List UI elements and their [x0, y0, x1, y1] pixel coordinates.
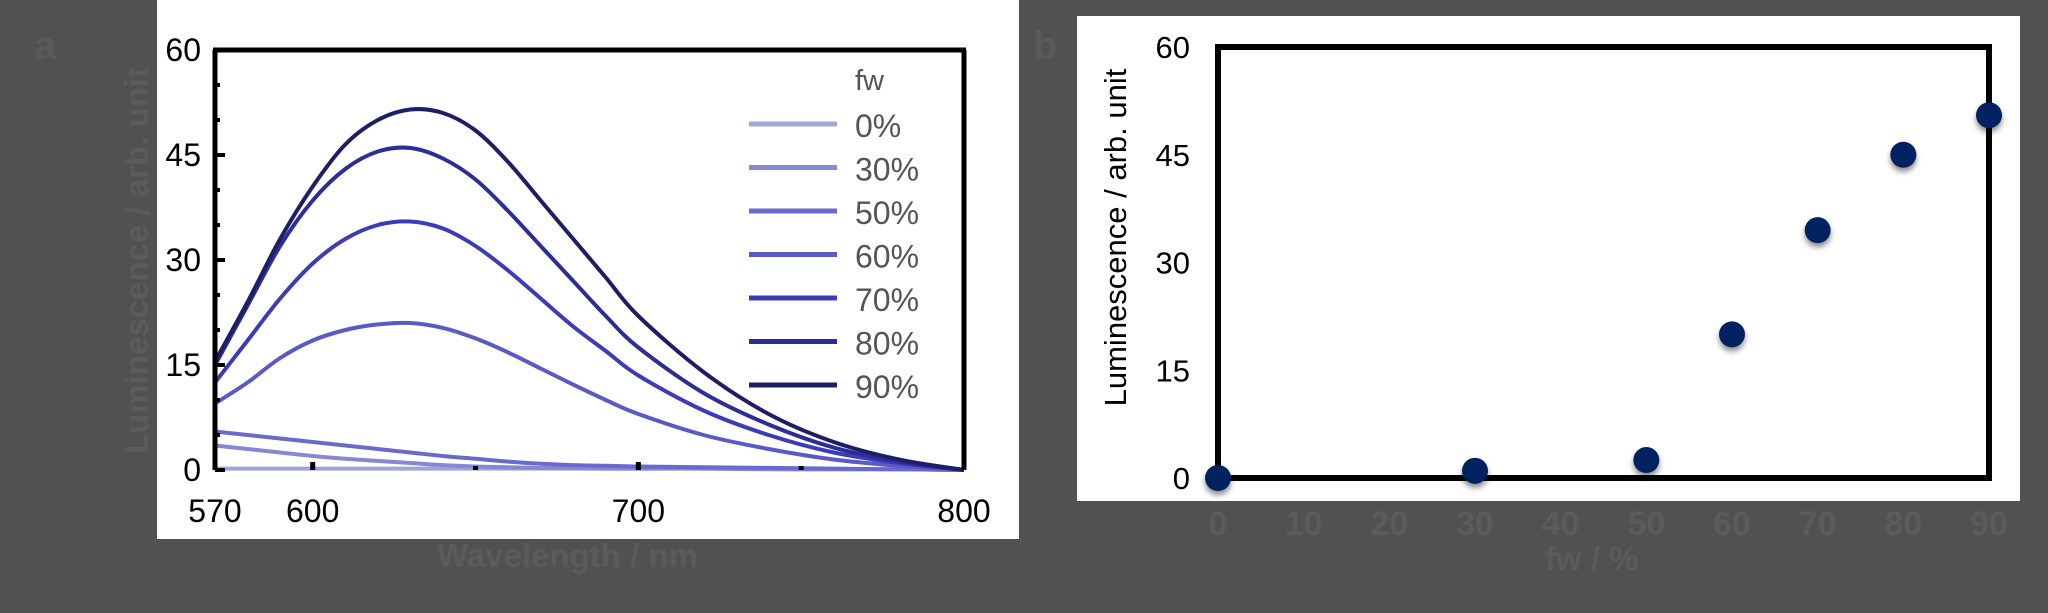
y-axis-label: Luminescence / arb. unit [1098, 68, 1133, 406]
y-tick-label: 0 [183, 452, 201, 488]
x-tick-label: 40 [1541, 505, 1580, 543]
legend-label: 80% [855, 326, 919, 362]
x-tick-label: 70 [1798, 505, 1837, 543]
x-tick-label: 60 [1713, 505, 1751, 543]
panel-b-xlabel: fw / % [1545, 540, 1639, 577]
y-tick-label: 60 [165, 32, 201, 68]
x-tick-label: 570 [188, 493, 241, 529]
y-tick-label: 15 [1156, 353, 1190, 388]
y-tick-label: 15 [165, 347, 201, 383]
legend-label: 60% [855, 239, 919, 275]
data-point [1804, 217, 1831, 244]
legend-title: fw [855, 65, 885, 97]
x-tick-label: 0 [1208, 505, 1228, 543]
x-tick-label: 30 [1456, 505, 1494, 543]
legend-label: 90% [855, 369, 919, 405]
spectrum-line-70pct [213, 219, 965, 472]
x-tick-label: 80 [1884, 505, 1923, 543]
data-point [1890, 141, 1917, 168]
y-tick-label: 30 [1156, 246, 1190, 281]
spectrum-line-80pct [213, 145, 965, 472]
spectrum-line-50pct [214, 429, 965, 472]
legend-label: 30% [855, 152, 919, 188]
panel-b-letter: b [1033, 24, 1058, 68]
panel-a-ylabel: Luminescence / arb. unit [118, 67, 155, 454]
x-tick-label: 50 [1627, 505, 1666, 543]
panel-a-chart: 0 15 30 45 60 570 600 700 800 fw 0% 30% 50% 60% 70% 80%… [157, 0, 1019, 539]
x-tick-label: 10 [1284, 505, 1323, 543]
data-point [1462, 457, 1488, 484]
legend-label: 50% [855, 195, 919, 231]
data-point [1719, 321, 1745, 348]
y-tick-label: 45 [1156, 138, 1190, 173]
y-tick-label: 30 [165, 242, 201, 278]
y-tick-label: 45 [165, 137, 201, 173]
x-tick-label: 800 [937, 493, 990, 529]
y-tick-label: 0 [1173, 461, 1190, 496]
spectrum-line-60pct [213, 320, 965, 472]
data-point [1633, 447, 1660, 474]
x-tick-label: 700 [612, 493, 665, 529]
x-tick-label: 90 [1970, 505, 2008, 543]
legend-label: 0% [855, 108, 901, 144]
data-point [1976, 102, 2002, 129]
panel-a-letter: a [34, 24, 57, 68]
spectrum-plot: 0 15 30 45 60 570 600 700 800 fw 0% 30% 50% 60% 70% 80%… [165, 32, 990, 529]
plot-frame [1215, 44, 1992, 481]
scatter-plot: Luminescence / arb. unit 0 15 30 45 60 [1098, 30, 2002, 496]
y-tick-label: 60 [1156, 30, 1190, 65]
panel-a-xlabel: Wavelength / nm [437, 537, 698, 574]
x-tick-label: 600 [286, 493, 339, 529]
x-tick-label: 20 [1370, 505, 1409, 543]
legend-label: 70% [855, 282, 919, 318]
panel-b-chart: Luminescence / arb. unit 0 15 30 45 60 [1077, 16, 2020, 501]
data-point [1205, 465, 1231, 491]
spectrum-line-90pct [213, 107, 965, 472]
